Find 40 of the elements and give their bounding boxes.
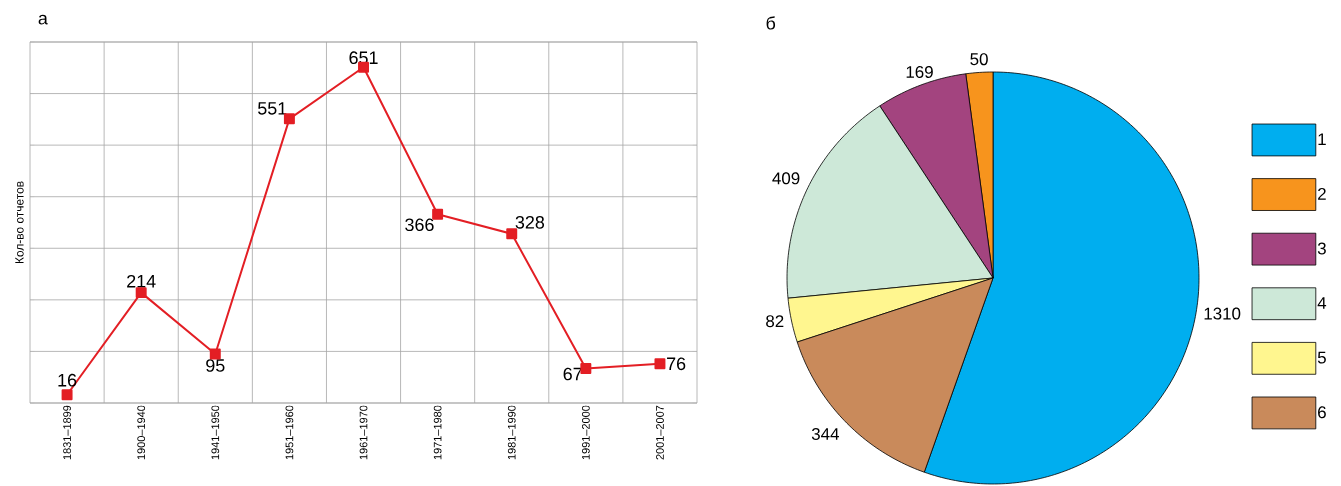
point — [580, 362, 592, 374]
point — [283, 113, 295, 125]
data-label: 551 — [258, 102, 287, 115]
data-label: 328 — [515, 215, 545, 229]
data-label: 1310 — [1204, 307, 1241, 320]
data-label: 366 — [405, 218, 434, 232]
data-label: 67 — [563, 367, 582, 381]
data-label: 169 — [906, 65, 933, 78]
x-tick-label: 1971–1980 — [433, 405, 442, 460]
x-tick-label: 2001–2007 — [656, 405, 664, 460]
point — [209, 348, 221, 360]
data-label: 409 — [772, 172, 800, 185]
x-tick-label: 1951–1960 — [285, 405, 294, 460]
legend-label: 6 — [1318, 406, 1326, 419]
point — [432, 208, 444, 220]
x-tick-label: 1831–1899 — [63, 405, 71, 460]
chart-title: б — [766, 16, 776, 30]
legend-label: 3 — [1317, 242, 1326, 255]
data-label: 95 — [206, 359, 225, 372]
x-tick-label: 1961–1970 — [359, 405, 368, 460]
legend-label: 4 — [1317, 297, 1327, 309]
data-label: 82 — [766, 315, 784, 328]
point — [61, 389, 73, 401]
data-label: 344 — [811, 427, 839, 440]
data-label: 76 — [667, 357, 686, 371]
point — [506, 228, 518, 240]
x-tick-label: 1981–1990 — [507, 405, 516, 460]
x-tick-label: 1991–2000 — [581, 405, 590, 460]
chart-title: а — [38, 14, 48, 25]
legend-label: 5 — [1317, 351, 1326, 364]
legend-label: 2 — [1318, 187, 1326, 200]
x-tick-label: 1941–1950 — [211, 405, 220, 460]
x-tick-label: 1900–1940 — [137, 405, 146, 460]
data-label: 16 — [58, 373, 77, 387]
point — [135, 287, 147, 299]
y-axis-title: Кол-во отчетов — [15, 181, 24, 264]
data-label: 50 — [970, 53, 988, 66]
legend-label: 1 — [1318, 133, 1326, 146]
data-label: 214 — [127, 274, 156, 288]
point — [654, 358, 666, 370]
